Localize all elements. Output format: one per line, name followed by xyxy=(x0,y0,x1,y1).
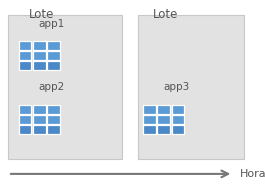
Text: Lote: Lote xyxy=(28,8,54,21)
Text: app1: app1 xyxy=(38,19,65,29)
Bar xyxy=(19,115,31,124)
Bar xyxy=(19,105,31,114)
Bar xyxy=(47,115,60,124)
Bar xyxy=(8,15,122,159)
Bar xyxy=(157,125,170,134)
Bar xyxy=(157,115,170,124)
Bar xyxy=(33,51,46,60)
Bar xyxy=(19,61,31,70)
Bar xyxy=(172,105,184,114)
Bar xyxy=(47,51,60,60)
Bar xyxy=(143,125,156,134)
Bar xyxy=(33,115,46,124)
Bar xyxy=(19,51,31,60)
Text: app3: app3 xyxy=(163,82,189,92)
Bar xyxy=(172,115,184,124)
Text: Lote: Lote xyxy=(153,8,178,21)
Bar xyxy=(19,125,31,134)
Bar xyxy=(143,105,156,114)
Bar xyxy=(47,125,60,134)
Bar xyxy=(47,61,60,70)
Bar xyxy=(19,41,31,50)
Bar xyxy=(33,41,46,50)
Bar xyxy=(138,15,244,159)
Bar xyxy=(157,105,170,114)
Bar xyxy=(33,105,46,114)
Text: Hora: Hora xyxy=(240,169,265,179)
Bar xyxy=(143,115,156,124)
Text: app2: app2 xyxy=(38,82,65,92)
Bar xyxy=(33,125,46,134)
Bar xyxy=(47,41,60,50)
Bar xyxy=(33,61,46,70)
Bar xyxy=(47,105,60,114)
Bar xyxy=(172,125,184,134)
